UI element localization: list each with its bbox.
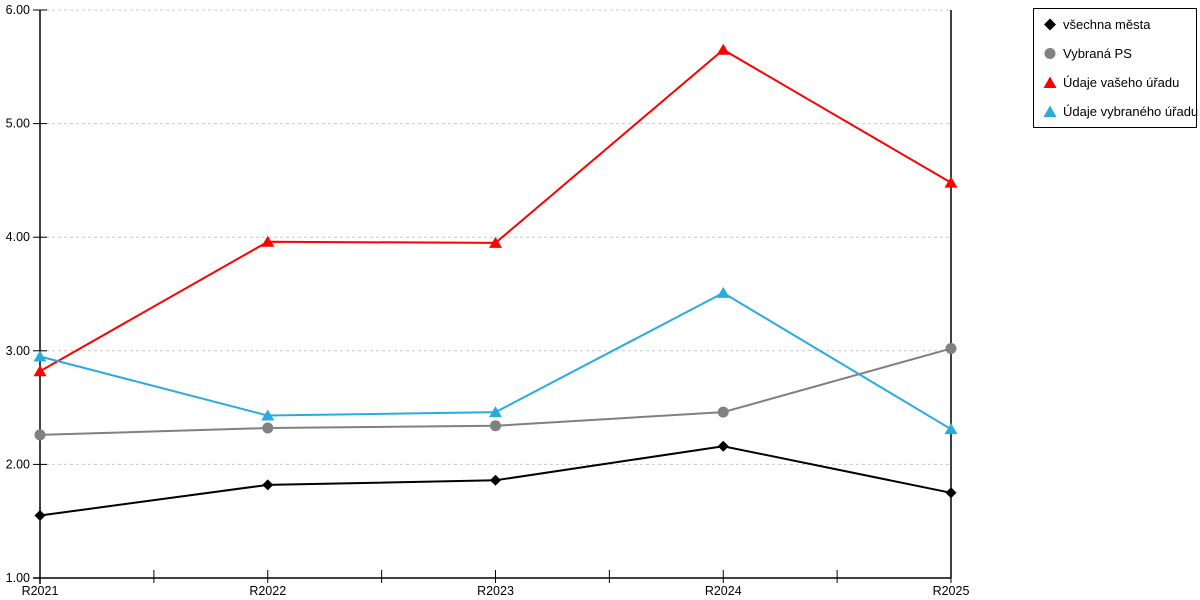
x-tick-label: R2021 xyxy=(22,584,59,598)
data-point xyxy=(262,422,274,434)
series-line xyxy=(39,48,952,373)
data-point xyxy=(945,343,957,355)
y-tick-label: 2.00 xyxy=(6,457,30,471)
data-point xyxy=(944,176,958,188)
data-point xyxy=(489,236,502,248)
legend-item-label: Údaje vybraného úřadu xyxy=(1063,104,1199,119)
data-point xyxy=(34,510,46,522)
legend-item-label: Údaje vašeho úřadu xyxy=(1063,75,1180,90)
y-tick-label: 5.00 xyxy=(6,117,30,131)
data-point xyxy=(490,474,501,486)
circle-marker-icon xyxy=(1043,47,1057,60)
data-point xyxy=(716,286,730,298)
data-point xyxy=(33,365,47,377)
legend-item-udaje-vaseho-uradu: Údaje vašeho úřadu xyxy=(1043,76,1188,89)
data-point xyxy=(944,423,958,435)
triangle-marker-icon xyxy=(1043,76,1057,89)
data-point xyxy=(261,235,275,247)
diamond-marker-icon xyxy=(1043,18,1057,31)
data-point xyxy=(717,440,729,452)
y-tick-label: 1.00 xyxy=(6,571,30,585)
data-point xyxy=(262,479,274,491)
x-tick-label: R2024 xyxy=(705,584,742,598)
data-point xyxy=(34,429,46,441)
data-point xyxy=(945,487,957,499)
data-point xyxy=(261,409,275,421)
data-point xyxy=(717,406,729,418)
y-tick-label: 4.00 xyxy=(6,230,30,244)
x-tick-label: R2023 xyxy=(477,584,514,598)
data-point xyxy=(490,420,501,432)
legend-item-label: všechna města xyxy=(1063,17,1151,32)
y-tick-label: 3.00 xyxy=(6,344,30,358)
data-point xyxy=(489,406,502,418)
x-tick-label: R2022 xyxy=(249,584,286,598)
triangle-marker-icon xyxy=(1043,105,1057,118)
legend-item-udaje-vybraneho-uradu: Údaje vybraného úřadu xyxy=(1043,105,1198,118)
data-point xyxy=(33,350,47,362)
data-point xyxy=(716,43,730,55)
x-tick-label: R2025 xyxy=(933,584,970,598)
legend-item-label: Vybraná PS xyxy=(1063,46,1132,61)
y-tick-label: 6.00 xyxy=(6,3,30,17)
legend-item-vsechna-mesta: všechna města xyxy=(1043,18,1188,31)
legend-item-vybrana-ps: Vybraná PS xyxy=(1043,47,1188,60)
legend: všechna města Vybraná PS Údaje vašeho úř… xyxy=(1033,8,1198,128)
